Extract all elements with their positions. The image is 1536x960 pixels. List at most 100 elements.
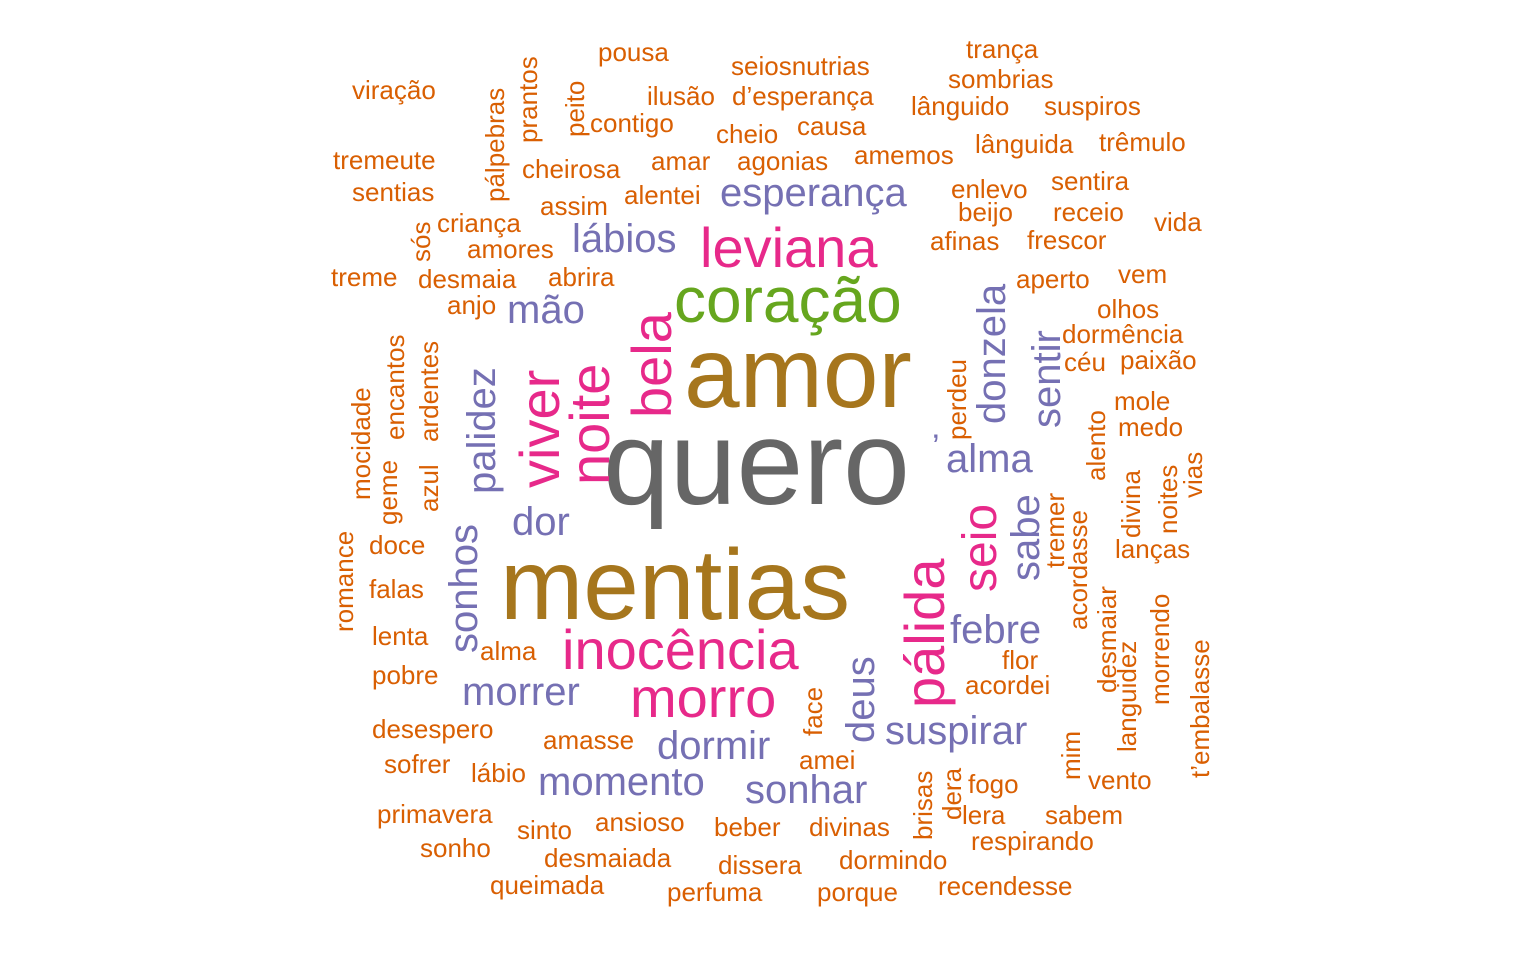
word-sofrer: sofrer: [384, 749, 451, 779]
word-desespero: desespero: [372, 714, 494, 744]
word-seiosnutrias: seiosnutrias: [731, 51, 870, 81]
word-mentias: mentias: [500, 529, 851, 641]
word-ilusao: ilusão: [647, 81, 715, 111]
word-beber: beber: [714, 812, 781, 842]
word-assim: assim: [540, 191, 608, 221]
word-doce: doce: [369, 530, 426, 560]
word-morrendo: morrendo: [1145, 593, 1175, 705]
word-olhos: olhos: [1097, 294, 1160, 324]
word-alma: alma: [946, 437, 1033, 481]
word-receio: receio: [1053, 197, 1124, 227]
word-sinto: sinto: [517, 815, 572, 845]
word-languido: lânguido: [911, 91, 1010, 121]
word-languidez: languidez: [1112, 640, 1142, 752]
word-languida: lânguida: [975, 129, 1074, 159]
word-bela: bela: [620, 312, 683, 418]
word-inocencia: inocência: [562, 618, 799, 681]
word-lenta: lenta: [372, 621, 429, 651]
word-perdeu: perdeu: [942, 359, 972, 440]
word-sos: sós: [406, 221, 436, 262]
word-sentias: sentias: [352, 177, 435, 207]
word-amores: amores: [467, 234, 554, 264]
word-lancas: lanças: [1115, 534, 1191, 564]
word-perfuma: perfuma: [667, 877, 763, 907]
word-dormencia: dormência: [1062, 319, 1184, 349]
word-tembalasse: t’embalasse: [1185, 639, 1215, 778]
word-desmaiada: desmaiada: [544, 843, 672, 873]
word-febre: febre: [950, 608, 1042, 652]
word-coracao: coração: [674, 264, 902, 336]
word-labios: lábios: [572, 217, 677, 261]
word-mim: mim: [1056, 730, 1086, 780]
word-sonhar: sonhar: [745, 768, 868, 812]
word-recendesse: recendesse: [938, 871, 1073, 901]
word-crianca: criança: [437, 208, 521, 238]
word-mao: mão: [507, 288, 585, 332]
word-ansioso: ansioso: [595, 807, 685, 837]
word-paixao: paixão: [1120, 345, 1197, 375]
word-sonho: sonho: [420, 833, 491, 863]
word-divinas: divinas: [809, 812, 890, 842]
word-beijo: beijo: [958, 197, 1013, 227]
word-ardentes: ardentes: [414, 340, 444, 442]
word-tranca: trança: [966, 34, 1039, 64]
word-dormir: dormir: [657, 724, 771, 768]
word-contigo: contigo: [590, 108, 674, 138]
word-dissera: dissera: [718, 850, 802, 880]
word-esperanca: esperança: [720, 171, 907, 215]
word-sombrias: sombrias: [948, 64, 1054, 94]
word-sentir: sentir: [1025, 330, 1069, 428]
word-desperanca: d’esperança: [732, 81, 874, 111]
word-labio: lábio: [471, 758, 526, 788]
word-sentira: sentira: [1051, 166, 1130, 196]
word-lera: lera: [962, 800, 1006, 830]
word-apostrophe: ’: [932, 428, 940, 466]
word-mocidade: mocidade: [346, 387, 376, 500]
word-primavera: primavera: [377, 799, 493, 829]
word-amemos: amemos: [854, 140, 954, 170]
word-afinas: afinas: [930, 226, 1000, 256]
word-vento: vento: [1088, 765, 1152, 795]
word-geme: geme: [373, 459, 403, 525]
word-dor: dor: [512, 500, 570, 544]
word-peito: peito: [560, 80, 590, 137]
word-amei: amei: [799, 745, 856, 775]
word-face: face: [798, 686, 828, 736]
word-deus: deus: [839, 656, 883, 743]
word-alma-small: alma: [480, 636, 537, 666]
word-divina: divina: [1116, 470, 1146, 538]
word-donzela: donzela: [970, 283, 1014, 424]
word-agonias: agonias: [737, 146, 829, 176]
word-porque: porque: [817, 877, 898, 907]
word-acordasse: acordasse: [1063, 510, 1093, 630]
word-morro: morro: [630, 666, 777, 729]
word-ceu: céu: [1064, 347, 1106, 377]
word-mole: mole: [1114, 386, 1171, 416]
word-leviana: leviana: [700, 216, 878, 279]
word-seio: seio: [954, 503, 1007, 592]
word-aperto: aperto: [1016, 264, 1090, 294]
word-abrira: abrira: [548, 262, 615, 292]
word-vem: vem: [1118, 259, 1168, 289]
word-prantos: prantos: [513, 56, 543, 143]
word-suspiros: suspiros: [1044, 91, 1141, 121]
word-frescor: frescor: [1027, 225, 1107, 255]
word-palida: pálida: [893, 558, 956, 708]
word-amar: amar: [651, 146, 711, 176]
word-acordei: acordei: [965, 670, 1051, 700]
word-flor: flor: [1002, 645, 1039, 675]
word-tremulo: trêmulo: [1099, 127, 1186, 157]
word-momento: momento: [538, 760, 705, 804]
word-amasse: amasse: [543, 725, 635, 755]
word-dormindo: dormindo: [839, 845, 948, 875]
word-sonhos: sonhos: [442, 524, 486, 653]
word-amor: amor: [684, 317, 912, 429]
word-treme: treme: [331, 262, 398, 292]
word-medo: medo: [1118, 412, 1184, 442]
word-vias: vias: [1178, 451, 1208, 498]
word-palidez: palidez: [460, 367, 504, 494]
word-noites: noites: [1153, 464, 1183, 534]
word-fogo: fogo: [968, 769, 1019, 799]
word-desmaia: desmaia: [418, 264, 517, 294]
